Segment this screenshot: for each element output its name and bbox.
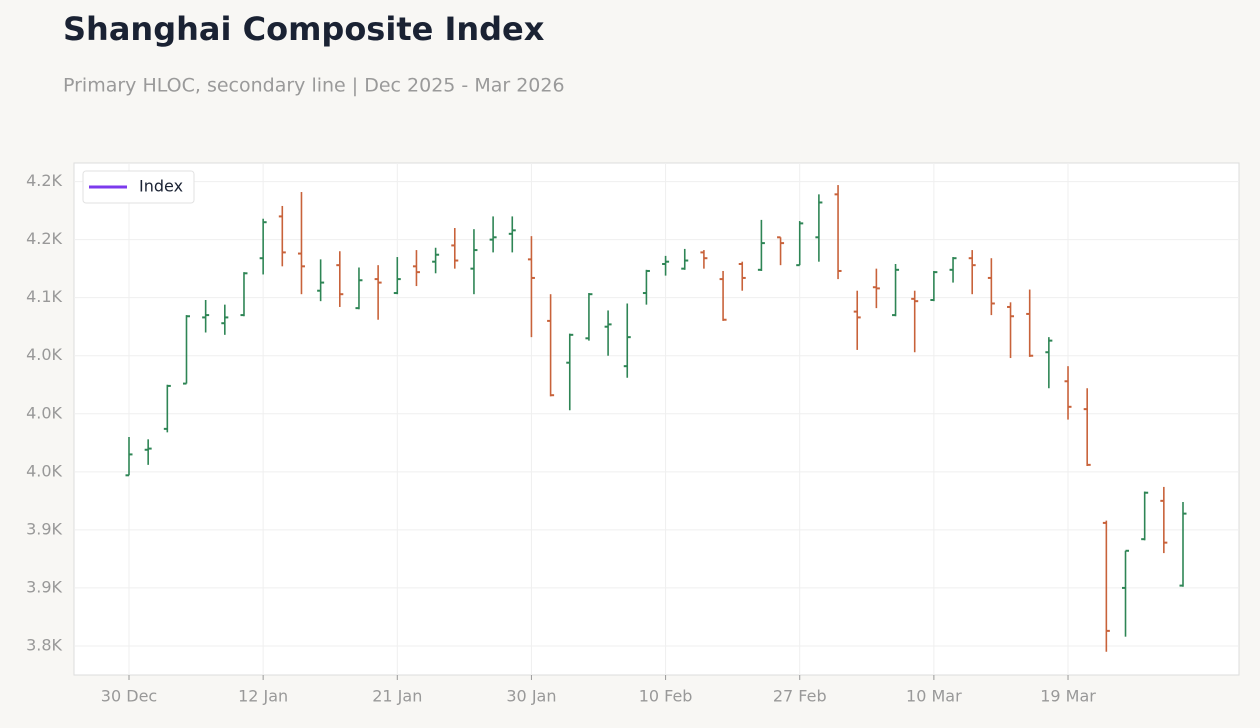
y-tick-label: 3.9K xyxy=(26,577,62,596)
x-tick-label: 19 Mar xyxy=(1040,687,1096,706)
y-tick-label: 3.8K xyxy=(26,635,62,654)
chart-subtitle: Primary HLOC, secondary line | Dec 2025 … xyxy=(63,75,565,97)
legend-box xyxy=(82,170,195,204)
y-tick-label: 4.1K xyxy=(26,287,62,306)
y-tick-label: 3.9K xyxy=(26,519,62,538)
chart-title: Shanghai Composite Index xyxy=(63,10,545,48)
y-tick-label: 4.2K xyxy=(26,229,62,248)
plot-area xyxy=(73,162,1240,676)
x-tick-label: 10 Mar xyxy=(906,687,962,706)
x-tick-label: 30 Dec xyxy=(101,687,157,706)
x-tick-label: 27 Feb xyxy=(773,687,827,706)
y-tick-label: 4.0K xyxy=(26,345,62,364)
y-tick-label: 4.0K xyxy=(26,403,62,422)
y-tick-label: 4.0K xyxy=(26,461,62,480)
legend-label: Index xyxy=(139,177,183,196)
x-tick-label: 12 Jan xyxy=(238,687,288,706)
x-tick-label: 10 Feb xyxy=(639,687,693,706)
x-tick-label: 21 Jan xyxy=(372,687,422,706)
y-tick-label: 4.2K xyxy=(26,171,62,190)
x-tick-label: 30 Jan xyxy=(506,687,556,706)
